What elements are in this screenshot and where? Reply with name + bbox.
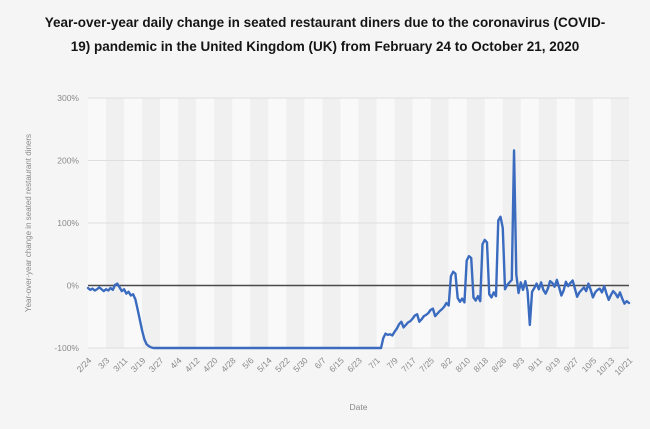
x-tick-label: 3/27 (147, 355, 166, 374)
x-tick-label: 4/12 (183, 355, 202, 374)
x-tick-label: 7/9 (385, 355, 401, 371)
y-tick-label: 100% (57, 218, 79, 228)
x-tick-label: 5/22 (273, 355, 292, 374)
x-tick-label: 5/6 (240, 355, 256, 371)
x-tick-label: 7/17 (399, 355, 418, 374)
x-tick-label: 6/15 (327, 355, 346, 374)
x-tick-label: 9/19 (544, 355, 563, 374)
x-tick-label: 6/23 (345, 355, 364, 374)
x-tick-label: 8/26 (489, 355, 508, 374)
x-axis-title: Date (350, 402, 368, 412)
x-tick-label: 8/2 (439, 355, 455, 371)
x-tick-label: 4/20 (201, 355, 220, 374)
x-tick-label: 6/7 (312, 355, 328, 371)
x-tick-label: 5/14 (255, 355, 274, 374)
y-axis-tick-labels: 300% 200% 100% 0% -100% (54, 93, 79, 353)
x-tick-label: 3/19 (129, 355, 148, 374)
x-tick-label: 8/18 (471, 355, 490, 374)
x-tick-label: 5/30 (291, 355, 310, 374)
x-tick-label: 10/21 (612, 355, 634, 377)
x-tick-label: 9/3 (511, 355, 527, 371)
y-tick-label: 300% (57, 93, 79, 103)
y-tick-label: 0% (67, 281, 80, 291)
x-tick-label: 7/25 (417, 355, 436, 374)
x-tick-label: 2/24 (75, 355, 94, 374)
chart-title: Year-over-year daily change in seated re… (44, 15, 606, 54)
x-tick-label: 3/11 (111, 355, 130, 374)
x-tick-label: 3/3 (96, 355, 112, 371)
x-tick-label: 8/10 (453, 355, 472, 374)
y-tick-label: 200% (57, 156, 79, 166)
data-series (86, 149, 631, 350)
x-tick-label: 4/4 (168, 355, 184, 371)
x-tick-label: 10/13 (594, 355, 616, 377)
y-tick-label: -100% (54, 343, 79, 353)
x-axis-tick-labels: 2/24 3/3 3/11 3/19 3/27 4/4 4/12 4/20 4/28 5/6 5/1… (75, 355, 635, 377)
axis-titles: Date Year-over-year change in seated rest… (24, 134, 368, 412)
data-line (86, 149, 631, 350)
x-tick-label: 4/28 (219, 355, 238, 374)
x-tick-label: 7/1 (367, 355, 383, 371)
x-tick-label: 9/11 (526, 355, 545, 374)
x-tick-label: 9/27 (562, 355, 581, 374)
y-axis-title: Year-over-year change in seated restaura… (24, 134, 33, 312)
